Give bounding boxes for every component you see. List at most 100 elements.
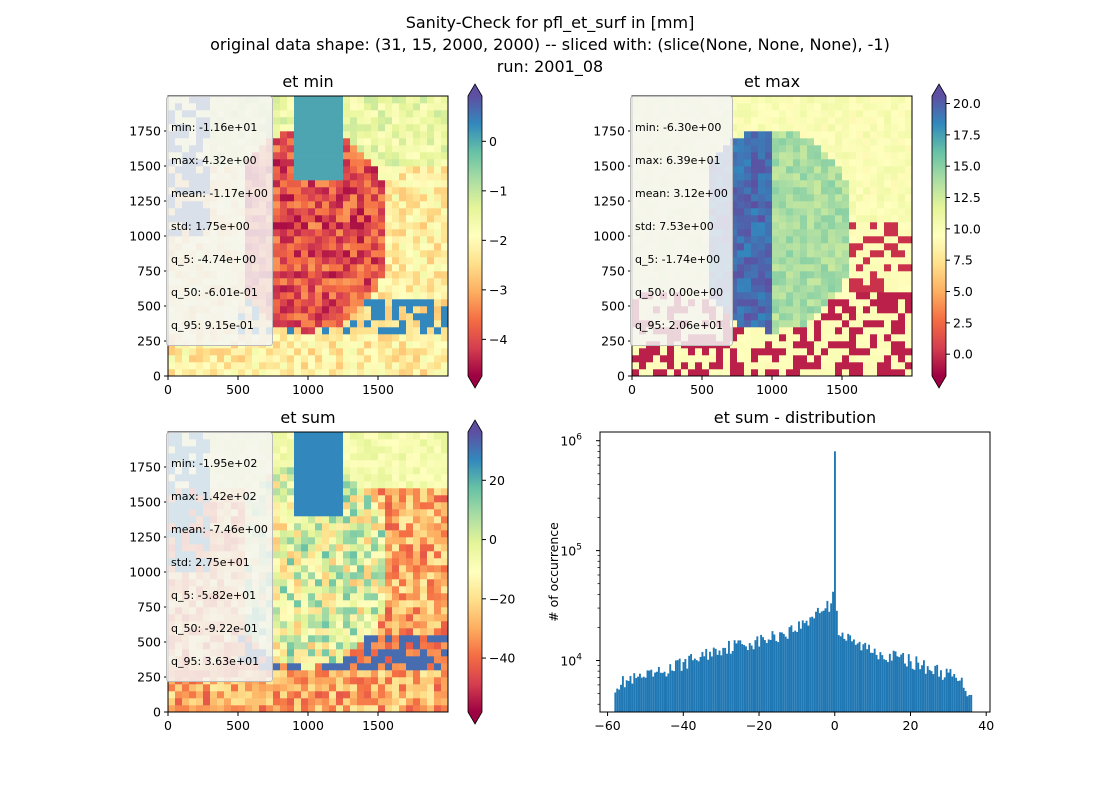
heatmap-cell	[336, 530, 344, 538]
heatmap-cell	[371, 369, 379, 377]
heatmap-cell	[371, 607, 379, 615]
heatmap-cell	[751, 173, 759, 181]
heatmap-cell	[329, 215, 337, 223]
heatmap-cell	[814, 292, 822, 300]
heatmap-cell	[273, 180, 281, 188]
heatmap-cell	[294, 509, 302, 517]
heatmap-cell	[294, 439, 302, 447]
heatmap-cell	[877, 110, 885, 118]
heatmap-cell	[343, 327, 351, 335]
heatmap-cell	[294, 579, 302, 587]
heatmap-cell	[357, 201, 365, 209]
heatmap-cell	[427, 327, 435, 335]
heatmap-cell	[343, 278, 351, 286]
heatmap-cell	[329, 572, 337, 580]
heatmap-cell	[315, 152, 323, 160]
heatmap-cell	[273, 474, 281, 482]
heatmap-cell	[842, 250, 850, 258]
heatmap-cell	[427, 684, 435, 692]
heatmap-cell	[632, 369, 640, 377]
heatmap-cell	[322, 243, 330, 251]
heatmap-cell	[392, 453, 400, 461]
heatmap-cell	[315, 593, 323, 601]
heatmap-cell	[336, 432, 344, 440]
heatmap-cell	[891, 334, 899, 342]
heatmap-cell	[420, 96, 428, 104]
heatmap-cell	[371, 131, 379, 139]
heatmap-cell	[308, 502, 316, 510]
heatmap-cell	[399, 138, 407, 146]
heatmap-cell	[329, 544, 337, 552]
heatmap-cell	[667, 348, 675, 356]
heatmap-cell	[343, 460, 351, 468]
heatmap-cell	[835, 341, 843, 349]
heatmap-cell	[406, 691, 414, 699]
heatmap-cell	[364, 257, 372, 265]
heatmap-cell	[814, 180, 822, 188]
heatmap-cell	[322, 166, 330, 174]
heatmap-cell	[315, 523, 323, 531]
heatmap-cell	[863, 236, 871, 244]
heatmap-cell	[378, 180, 386, 188]
heatmap-cell	[350, 481, 358, 489]
heatmap-cell	[168, 362, 176, 370]
heatmap-cell	[406, 544, 414, 552]
heatmap-cell	[287, 201, 295, 209]
heatmap-cell	[294, 502, 302, 510]
heatmap-cell	[385, 110, 393, 118]
heatmap-cell	[322, 621, 330, 629]
heatmap-cell	[427, 635, 435, 643]
heatmap-cell	[322, 614, 330, 622]
heatmap-cell	[196, 348, 204, 356]
heatmap-cell	[744, 166, 752, 174]
heatmap-cell	[308, 446, 316, 454]
heatmap-cell	[364, 236, 372, 244]
heatmap-cell	[828, 264, 836, 272]
heatmap-cell	[744, 229, 752, 237]
heatmap-cell	[378, 257, 386, 265]
heatmap-cell	[406, 278, 414, 286]
heatmap-cell	[273, 159, 281, 167]
heatmap-cell	[856, 124, 864, 132]
heatmap-cell	[343, 453, 351, 461]
heatmap-cell	[406, 705, 414, 713]
heatmap-cell	[378, 481, 386, 489]
heatmap-cell	[884, 201, 892, 209]
heatmap-cell	[793, 187, 801, 195]
heatmap-cell	[273, 705, 281, 713]
heatmap-cell	[434, 670, 442, 678]
heatmap-cell	[329, 243, 337, 251]
heatmap-cell	[406, 530, 414, 538]
heatmap-cell	[231, 684, 239, 692]
histogram-bar	[739, 640, 742, 712]
heatmap-cell	[378, 355, 386, 363]
heatmap-cell	[849, 180, 857, 188]
heatmap-cell	[378, 320, 386, 328]
heatmap-cell	[350, 341, 358, 349]
heatmap-cell	[329, 649, 337, 657]
heatmap-cell	[898, 124, 906, 132]
heatmap-cell	[434, 166, 442, 174]
heatmap-cell	[294, 530, 302, 538]
heatmap-cell	[779, 215, 787, 223]
heatmap-cell	[252, 705, 260, 713]
heatmap-cell	[849, 306, 857, 314]
heatmap-cell	[856, 152, 864, 160]
heatmap-cell	[660, 355, 668, 363]
heatmap-cell	[287, 327, 295, 335]
heatmap-cell	[273, 642, 281, 650]
heatmap-cell	[294, 642, 302, 650]
heatmap-cell	[294, 544, 302, 552]
heatmap-cell	[280, 110, 288, 118]
heatmap-cell	[203, 355, 211, 363]
heatmap-cell	[730, 369, 738, 377]
heatmap-cell	[287, 320, 295, 328]
heatmap-cell	[217, 698, 225, 706]
heatmap-cell	[765, 257, 773, 265]
heatmap-cell	[357, 362, 365, 370]
heatmap-cell	[779, 243, 787, 251]
heatmap-cell	[336, 593, 344, 601]
heatmap-cell	[427, 509, 435, 517]
heatmap-cell	[793, 271, 801, 279]
heatmap-cell	[385, 453, 393, 461]
